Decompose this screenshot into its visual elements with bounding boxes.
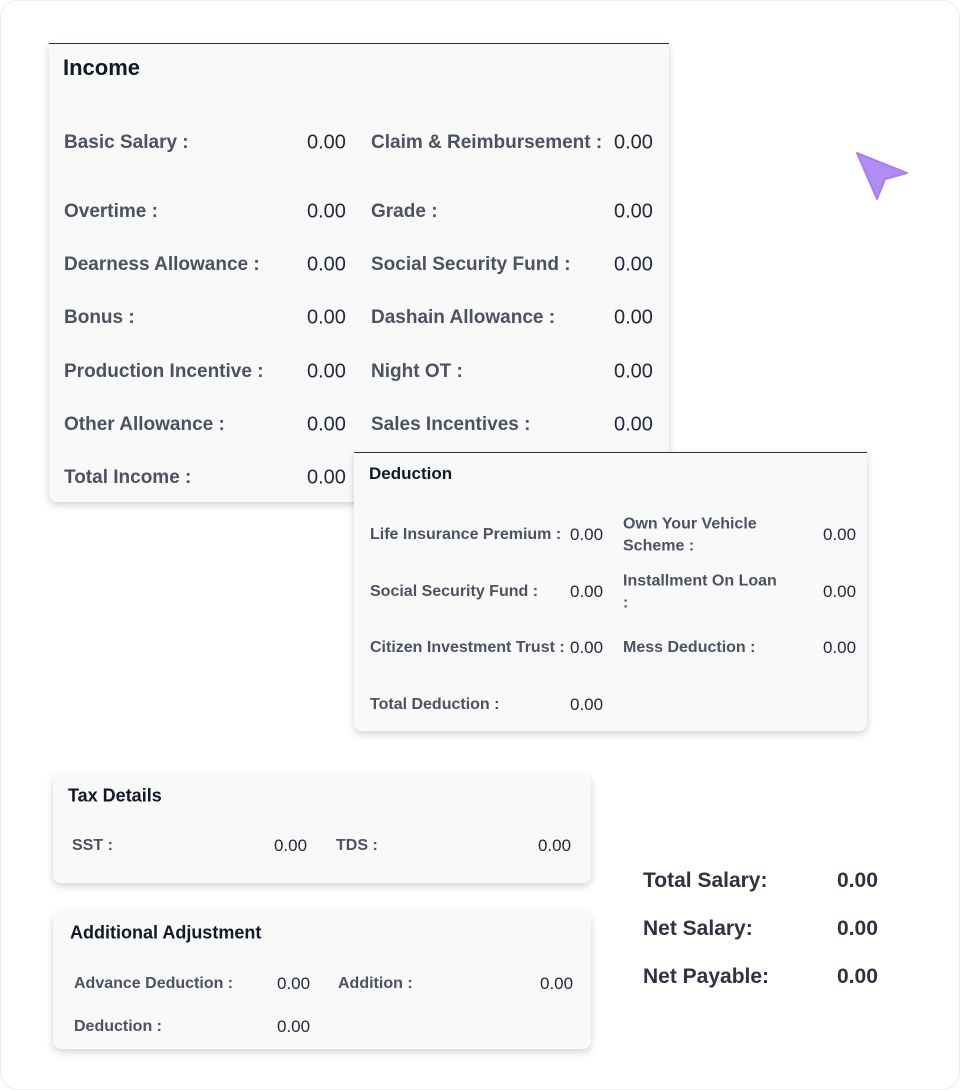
card-title: Deduction bbox=[369, 464, 453, 483]
cursor-icon bbox=[856, 152, 908, 200]
field-value: 0.00 bbox=[307, 253, 346, 276]
field-label: Night OT : bbox=[371, 361, 463, 383]
field-value: 0.00 bbox=[540, 974, 574, 993]
field-value: 0.00 bbox=[307, 360, 346, 383]
deduction-card: Deduction Life Insurance Premium : 0.00 Own… bbox=[354, 452, 867, 731]
total-label: Total Salary: bbox=[643, 869, 768, 892]
field-value: 0.00 bbox=[614, 413, 653, 436]
field-value: 0.00 bbox=[570, 525, 604, 544]
field-value: 0.00 bbox=[307, 413, 346, 436]
field-label: Production Incentive : bbox=[64, 361, 264, 383]
field-label: Installment On Loan : bbox=[623, 572, 777, 611]
additional-adjustment-card: Additional Adjustment Advance Deduction :… bbox=[53, 912, 591, 1049]
income-card: Income Basic Salary : 0.00 Claim & Reimburs… bbox=[49, 43, 669, 502]
field-value: 0.00 bbox=[277, 1017, 311, 1036]
field-value: 0.00 bbox=[570, 582, 604, 601]
field-label: Total Income : bbox=[64, 467, 192, 489]
field-value: 0.00 bbox=[538, 836, 572, 855]
field-value: 0.00 bbox=[274, 836, 308, 855]
field-label: Grade : bbox=[371, 201, 438, 223]
card-title: Additional Adjustment bbox=[70, 922, 262, 943]
field-value: 0.00 bbox=[307, 306, 346, 329]
field-label: Overtime : bbox=[64, 201, 158, 223]
field-label: Social Security Fund : bbox=[370, 583, 539, 601]
field-value: 0.00 bbox=[823, 525, 857, 544]
field-label: Claim & Reimbursement : bbox=[371, 132, 603, 154]
total-value: 0.00 bbox=[837, 965, 878, 988]
total-label: Net Payable: bbox=[643, 965, 770, 988]
field-label: Addition : bbox=[338, 975, 413, 993]
total-value: 0.00 bbox=[837, 917, 878, 940]
field-label: Own Your Vehicle Scheme : bbox=[623, 515, 757, 554]
field-value: 0.00 bbox=[570, 638, 604, 657]
card-title: Income bbox=[63, 55, 141, 80]
field-value: 0.00 bbox=[614, 131, 653, 154]
field-value: 0.00 bbox=[277, 974, 311, 993]
field-value: 0.00 bbox=[614, 306, 653, 329]
field-label: Total Deduction : bbox=[370, 696, 500, 714]
field-value: 0.00 bbox=[307, 466, 346, 489]
total-value: 0.00 bbox=[837, 869, 878, 892]
field-label: Other Allowance : bbox=[64, 414, 225, 436]
field-label: Life Insurance Premium : bbox=[370, 526, 562, 544]
field-label: Basic Salary : bbox=[64, 132, 189, 154]
field-label: Bonus : bbox=[64, 307, 135, 329]
field-label: Mess Deduction : bbox=[623, 639, 756, 657]
field-value: 0.00 bbox=[614, 200, 653, 223]
field-value: 0.00 bbox=[570, 695, 604, 714]
field-value: 0.00 bbox=[823, 582, 857, 601]
field-label: Dearness Allowance : bbox=[64, 254, 260, 276]
field-label: Advance Deduction : bbox=[74, 975, 234, 993]
total-label: Net Salary: bbox=[643, 917, 753, 940]
field-label: Deduction : bbox=[74, 1018, 162, 1036]
field-label: Sales Incentives : bbox=[371, 414, 531, 436]
field-label: Dashain Allowance : bbox=[371, 307, 556, 329]
field-label: TDS : bbox=[336, 837, 378, 855]
field-value: 0.00 bbox=[307, 131, 346, 154]
tax-details-card: Tax Details SST : 0.00 TDS : 0.00 bbox=[53, 774, 591, 883]
field-value: 0.00 bbox=[307, 200, 346, 223]
card-title: Tax Details bbox=[68, 785, 162, 806]
field-label: SST : bbox=[72, 837, 113, 855]
field-value: 0.00 bbox=[614, 360, 653, 383]
field-label: Citizen Investment Trust : bbox=[370, 639, 565, 657]
field-value: 0.00 bbox=[614, 253, 653, 276]
field-label: Social Security Fund : bbox=[371, 254, 571, 276]
field-value: 0.00 bbox=[823, 638, 857, 657]
